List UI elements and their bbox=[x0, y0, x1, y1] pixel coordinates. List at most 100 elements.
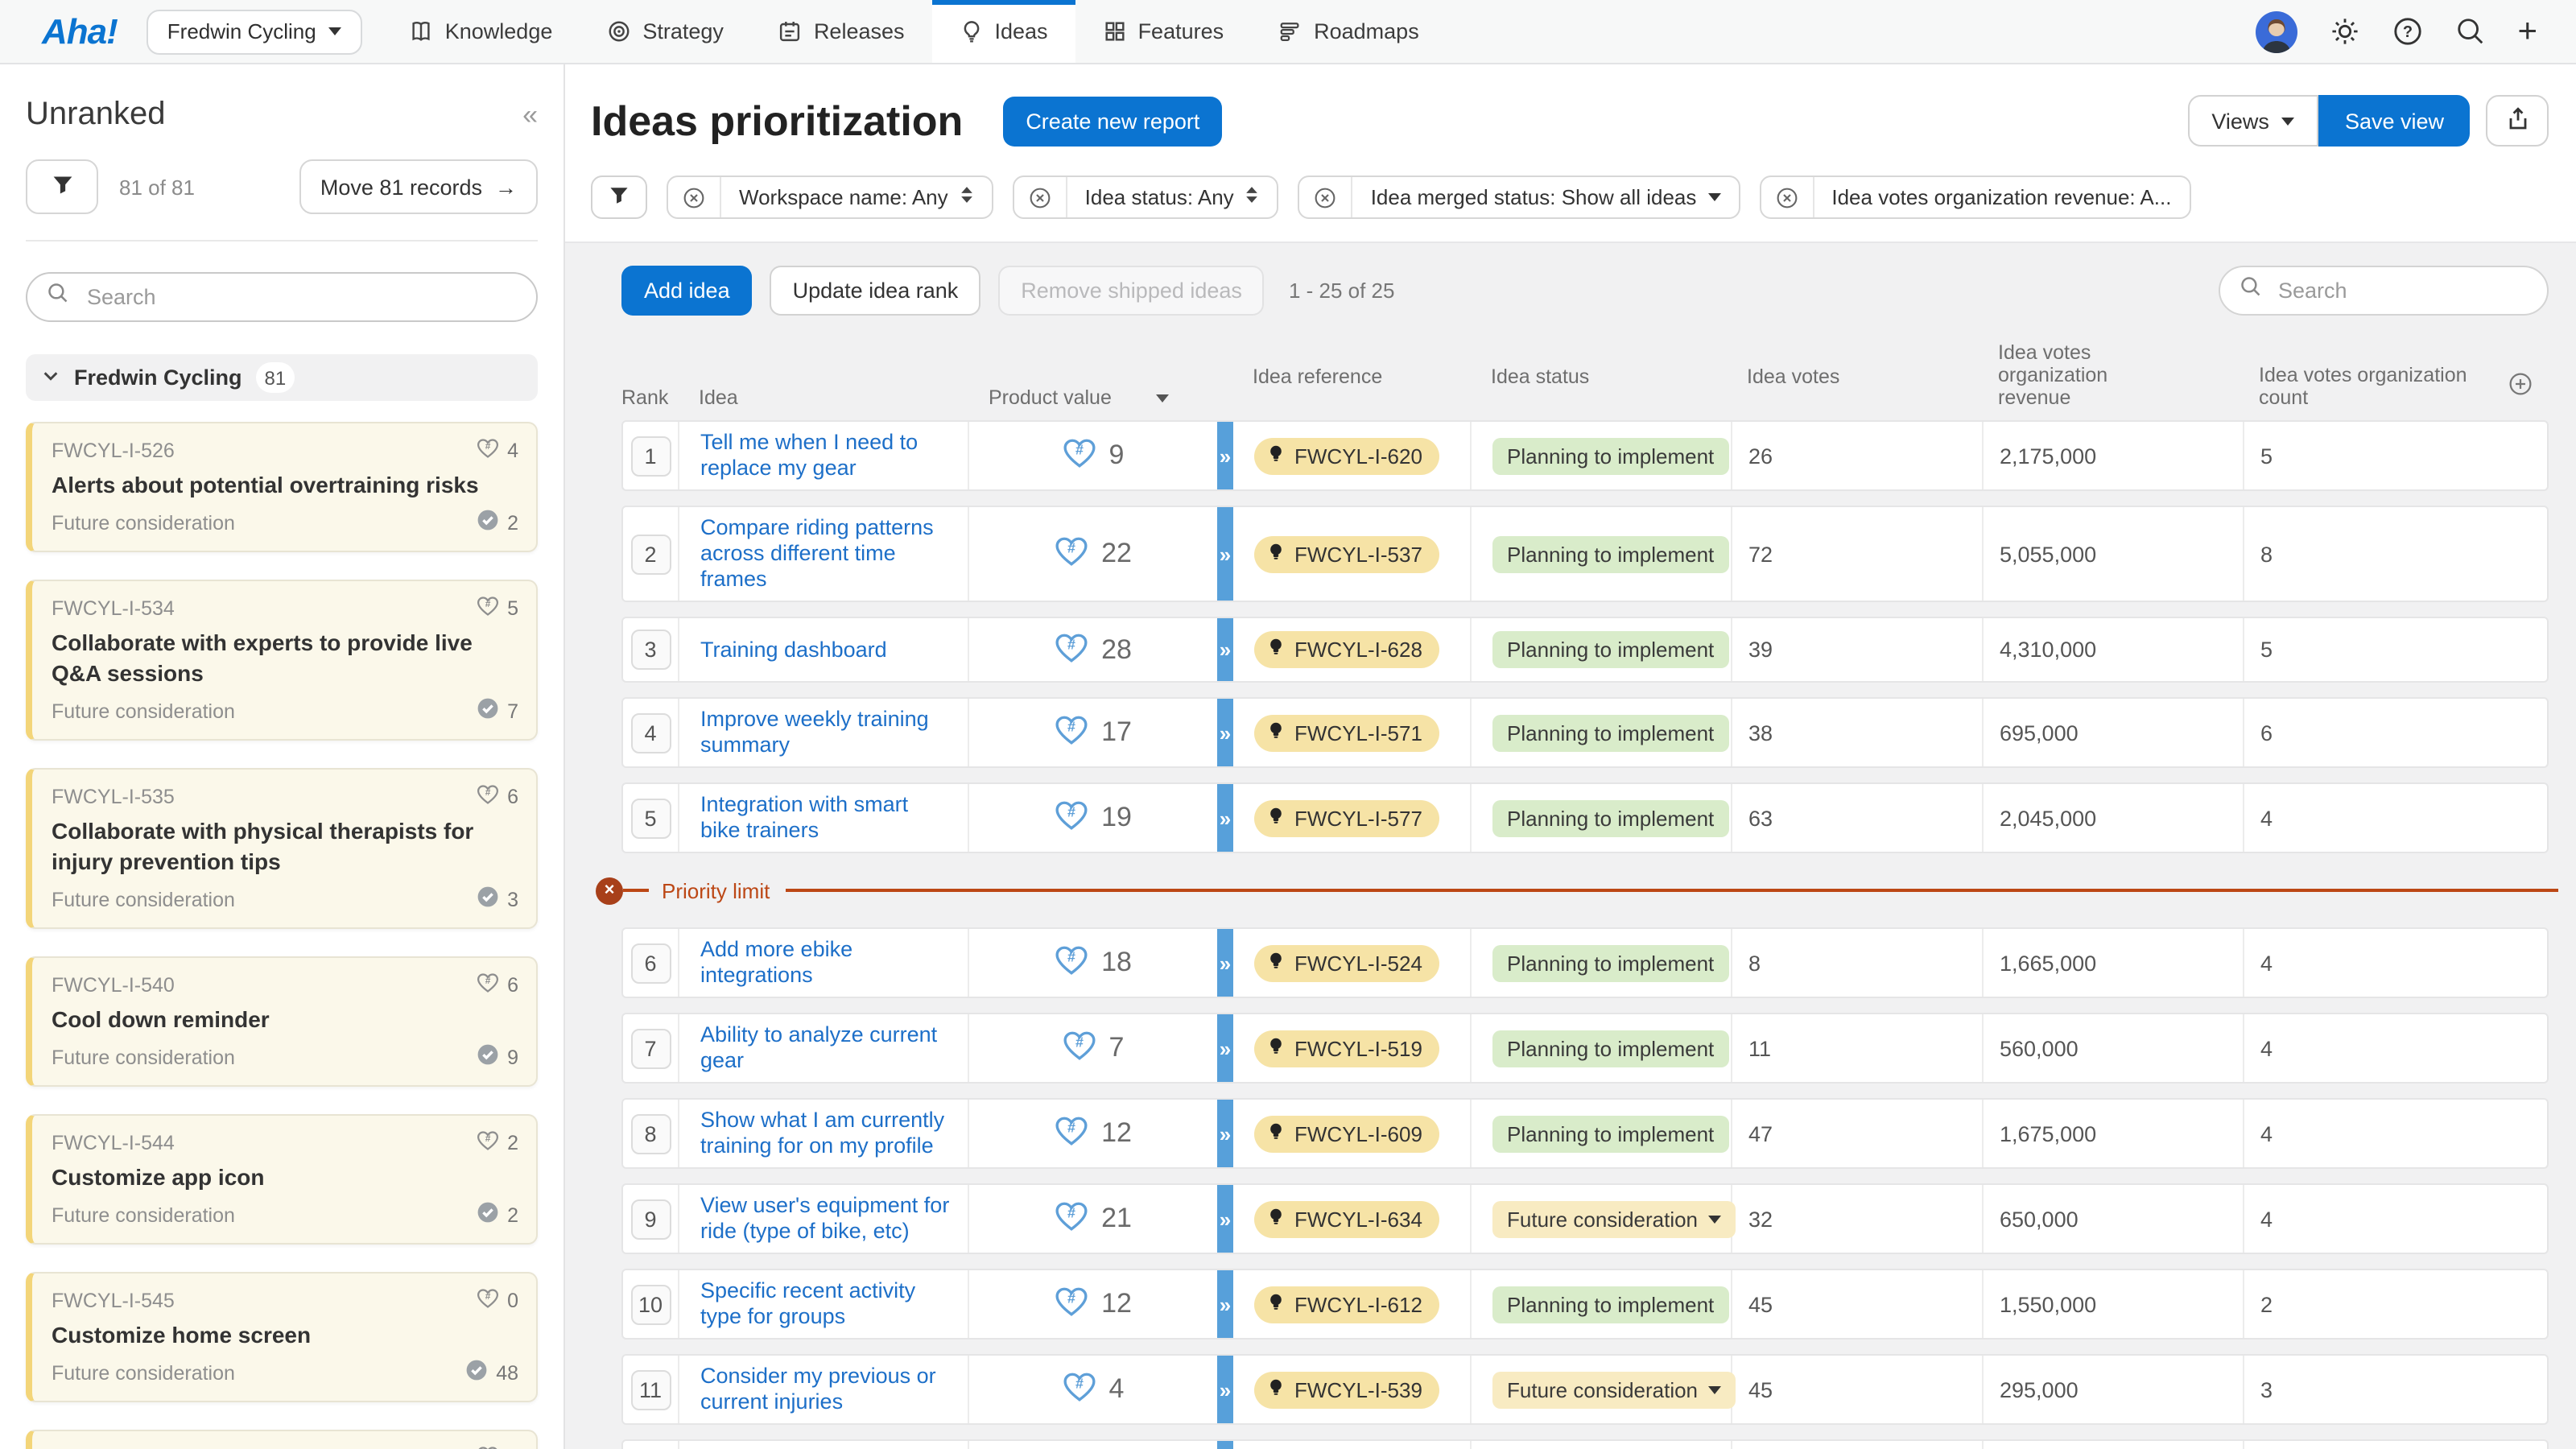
workspace-selector[interactable]: Fredwin Cycling bbox=[146, 9, 363, 54]
column-header-idea[interactable]: Idea bbox=[699, 386, 738, 409]
idea-title-link[interactable]: Integration with smart bike trainers bbox=[700, 792, 909, 842]
product-value-cell[interactable]: # bbox=[969, 1441, 1217, 1449]
idea-card[interactable]: FWCYL-I-526 # 4 Alerts about potential o… bbox=[26, 422, 538, 552]
collapse-sidebar-icon[interactable]: « bbox=[522, 99, 538, 130]
idea-card-title[interactable]: Collaborate with experts to provide live… bbox=[52, 630, 473, 686]
product-value-cell[interactable]: # 9 bbox=[969, 422, 1217, 489]
idea-card-title[interactable]: Alerts about potential overtraining risk… bbox=[52, 472, 479, 497]
expand-band[interactable]: » bbox=[1217, 699, 1233, 766]
expand-band[interactable]: » bbox=[1217, 929, 1233, 997]
idea-reference-pill[interactable]: FWCYL-I-519 bbox=[1254, 1030, 1440, 1067]
idea-reference-pill[interactable]: FWCYL-I-524 bbox=[1254, 944, 1440, 981]
idea-status-pill[interactable]: Planning to implement bbox=[1492, 437, 1729, 474]
sidebar-search-input[interactable] bbox=[84, 283, 517, 311]
create-new-report-button[interactable]: Create new report bbox=[1003, 96, 1223, 146]
idea-status-pill[interactable]: Planning to implement bbox=[1492, 1030, 1729, 1067]
nav-item-knowledge[interactable]: Knowledge bbox=[382, 0, 580, 63]
expand-band[interactable]: » bbox=[1217, 1185, 1233, 1253]
product-value-cell[interactable]: # 17 bbox=[969, 699, 1217, 766]
expand-band[interactable]: » bbox=[1217, 618, 1233, 681]
table-search[interactable] bbox=[2219, 266, 2549, 316]
idea-title-link[interactable]: Training dashboard bbox=[700, 637, 887, 661]
idea-reference-pill[interactable]: FWCYL-I-620 bbox=[1254, 437, 1440, 474]
idea-status-pill[interactable]: Planning to implement bbox=[1492, 535, 1729, 572]
avatar[interactable] bbox=[2255, 10, 2297, 52]
product-value-cell[interactable]: # 7 bbox=[969, 1014, 1217, 1082]
idea-title-link[interactable]: View user's equipment for ride (type of … bbox=[700, 1193, 950, 1243]
filter-chip[interactable]: Idea merged status: Show all ideas bbox=[1298, 175, 1740, 219]
nav-item-features[interactable]: Features bbox=[1075, 0, 1252, 63]
remove-filter-icon[interactable] bbox=[1014, 177, 1067, 217]
move-records-button[interactable]: Move 81 records → bbox=[299, 159, 538, 214]
search-icon[interactable] bbox=[2454, 16, 2485, 47]
idea-card[interactable]: FWCYL-I-544 # 2 Customize app icon Futur… bbox=[26, 1114, 538, 1245]
update-idea-rank-button[interactable]: Update idea rank bbox=[770, 266, 981, 316]
sidebar-search[interactable] bbox=[26, 272, 538, 322]
remove-filter-icon[interactable] bbox=[1761, 177, 1814, 217]
idea-title-link[interactable]: Tell me when I need to replace my gear bbox=[700, 430, 919, 480]
idea-card[interactable]: FWCYL-I-535 # 6 Collaborate with physica… bbox=[26, 768, 538, 929]
nav-item-roadmaps[interactable]: Roadmaps bbox=[1251, 0, 1447, 63]
remove-filter-icon[interactable] bbox=[1300, 177, 1353, 217]
product-value-cell[interactable]: # 18 bbox=[969, 929, 1217, 997]
remove-filter-icon[interactable] bbox=[668, 177, 721, 217]
product-value-cell[interactable]: # 28 bbox=[969, 618, 1217, 681]
idea-status-pill[interactable]: Planning to implement bbox=[1492, 944, 1729, 981]
idea-card[interactable]: FWCYL-I-545 # 0 Customize home screen Fu… bbox=[26, 1272, 538, 1402]
idea-status-pill[interactable]: Planning to implement bbox=[1492, 714, 1729, 751]
idea-title-link[interactable]: Improve weekly training summary bbox=[700, 707, 929, 757]
column-header-idea-status[interactable]: Idea status bbox=[1491, 365, 1590, 388]
idea-status-pill[interactable]: Future consideration bbox=[1492, 1371, 1736, 1408]
idea-reference-pill[interactable]: FWCYL-I-609 bbox=[1254, 1115, 1440, 1152]
idea-reference-pill[interactable]: FWCYL-I-577 bbox=[1254, 799, 1440, 836]
idea-card[interactable]: FWCYL-I-550 # 0 bbox=[26, 1430, 538, 1449]
product-value-cell[interactable]: # 21 bbox=[969, 1185, 1217, 1253]
idea-card-title[interactable]: Customize app icon bbox=[52, 1164, 265, 1190]
idea-reference-pill[interactable]: FWCYL-I-634 bbox=[1254, 1200, 1440, 1237]
product-value-cell[interactable]: # 12 bbox=[969, 1100, 1217, 1167]
expand-band[interactable]: » bbox=[1217, 422, 1233, 489]
column-header-product-value[interactable]: Product value bbox=[968, 386, 1216, 409]
priority-limit-icon[interactable]: × bbox=[596, 877, 623, 904]
share-button[interactable] bbox=[2486, 95, 2549, 147]
idea-status-pill[interactable]: Planning to implement bbox=[1492, 631, 1729, 668]
idea-status-pill[interactable]: Planning to implement bbox=[1492, 1286, 1729, 1323]
filter-chip[interactable]: Idea status: Any bbox=[1012, 175, 1279, 219]
filter-chip[interactable]: Workspace name: Any bbox=[667, 175, 993, 219]
idea-reference-pill[interactable]: FWCYL-I-539 bbox=[1254, 1371, 1440, 1408]
nav-item-strategy[interactable]: Strategy bbox=[580, 0, 751, 63]
expand-band[interactable]: » bbox=[1217, 1441, 1233, 1449]
idea-card[interactable]: FWCYL-I-540 # 6 Cool down reminder Futur… bbox=[26, 956, 538, 1087]
expand-band[interactable]: » bbox=[1217, 507, 1233, 601]
idea-status-pill[interactable]: Future consideration bbox=[1492, 1200, 1736, 1237]
product-value-cell[interactable]: # 4 bbox=[969, 1356, 1217, 1423]
column-header-votes-revenue[interactable]: Idea votes organization revenue bbox=[1998, 341, 2108, 409]
expand-band[interactable]: » bbox=[1217, 1100, 1233, 1167]
nav-item-ideas-active[interactable]: Ideas bbox=[931, 0, 1075, 63]
help-icon[interactable]: ? bbox=[2392, 16, 2422, 47]
column-header-votes-count[interactable]: Idea votes organization count bbox=[2243, 364, 2549, 409]
product-value-cell[interactable]: # 12 bbox=[969, 1270, 1217, 1338]
idea-title-link[interactable]: Specific recent activity type for groups bbox=[700, 1278, 916, 1328]
column-header-idea-reference[interactable]: Idea reference bbox=[1253, 365, 1383, 388]
expand-band[interactable]: » bbox=[1217, 784, 1233, 852]
idea-reference-pill[interactable]: FWCYL-I-571 bbox=[1254, 714, 1440, 751]
idea-title-link[interactable]: Show what I am currently training for on… bbox=[700, 1108, 945, 1158]
expand-band[interactable]: » bbox=[1217, 1014, 1233, 1082]
idea-title-link[interactable]: Compare riding patterns across different… bbox=[700, 515, 934, 591]
nav-item-releases[interactable]: Releases bbox=[751, 0, 932, 63]
column-header-idea-votes[interactable]: Idea votes bbox=[1747, 365, 1840, 388]
product-value-cell[interactable]: # 19 bbox=[969, 784, 1217, 852]
idea-reference-pill[interactable]: FWCYL-I-612 bbox=[1254, 1286, 1440, 1323]
column-header-rank[interactable]: Rank bbox=[621, 386, 669, 409]
idea-title-link[interactable]: Consider my previous or current injuries bbox=[700, 1364, 936, 1414]
idea-card-title[interactable]: Cool down reminder bbox=[52, 1006, 270, 1032]
table-search-input[interactable] bbox=[2275, 277, 2528, 304]
report-filter-button[interactable] bbox=[591, 175, 647, 219]
add-idea-button[interactable]: Add idea bbox=[621, 266, 753, 316]
idea-card[interactable]: FWCYL-I-534 # 5 Collaborate with experts… bbox=[26, 580, 538, 741]
views-button[interactable]: Views bbox=[2187, 95, 2319, 147]
expand-band[interactable]: » bbox=[1217, 1356, 1233, 1423]
idea-title-link[interactable]: Ability to analyze current gear bbox=[700, 1022, 938, 1072]
idea-card-title[interactable]: Collaborate with physical therapists for… bbox=[52, 818, 474, 874]
